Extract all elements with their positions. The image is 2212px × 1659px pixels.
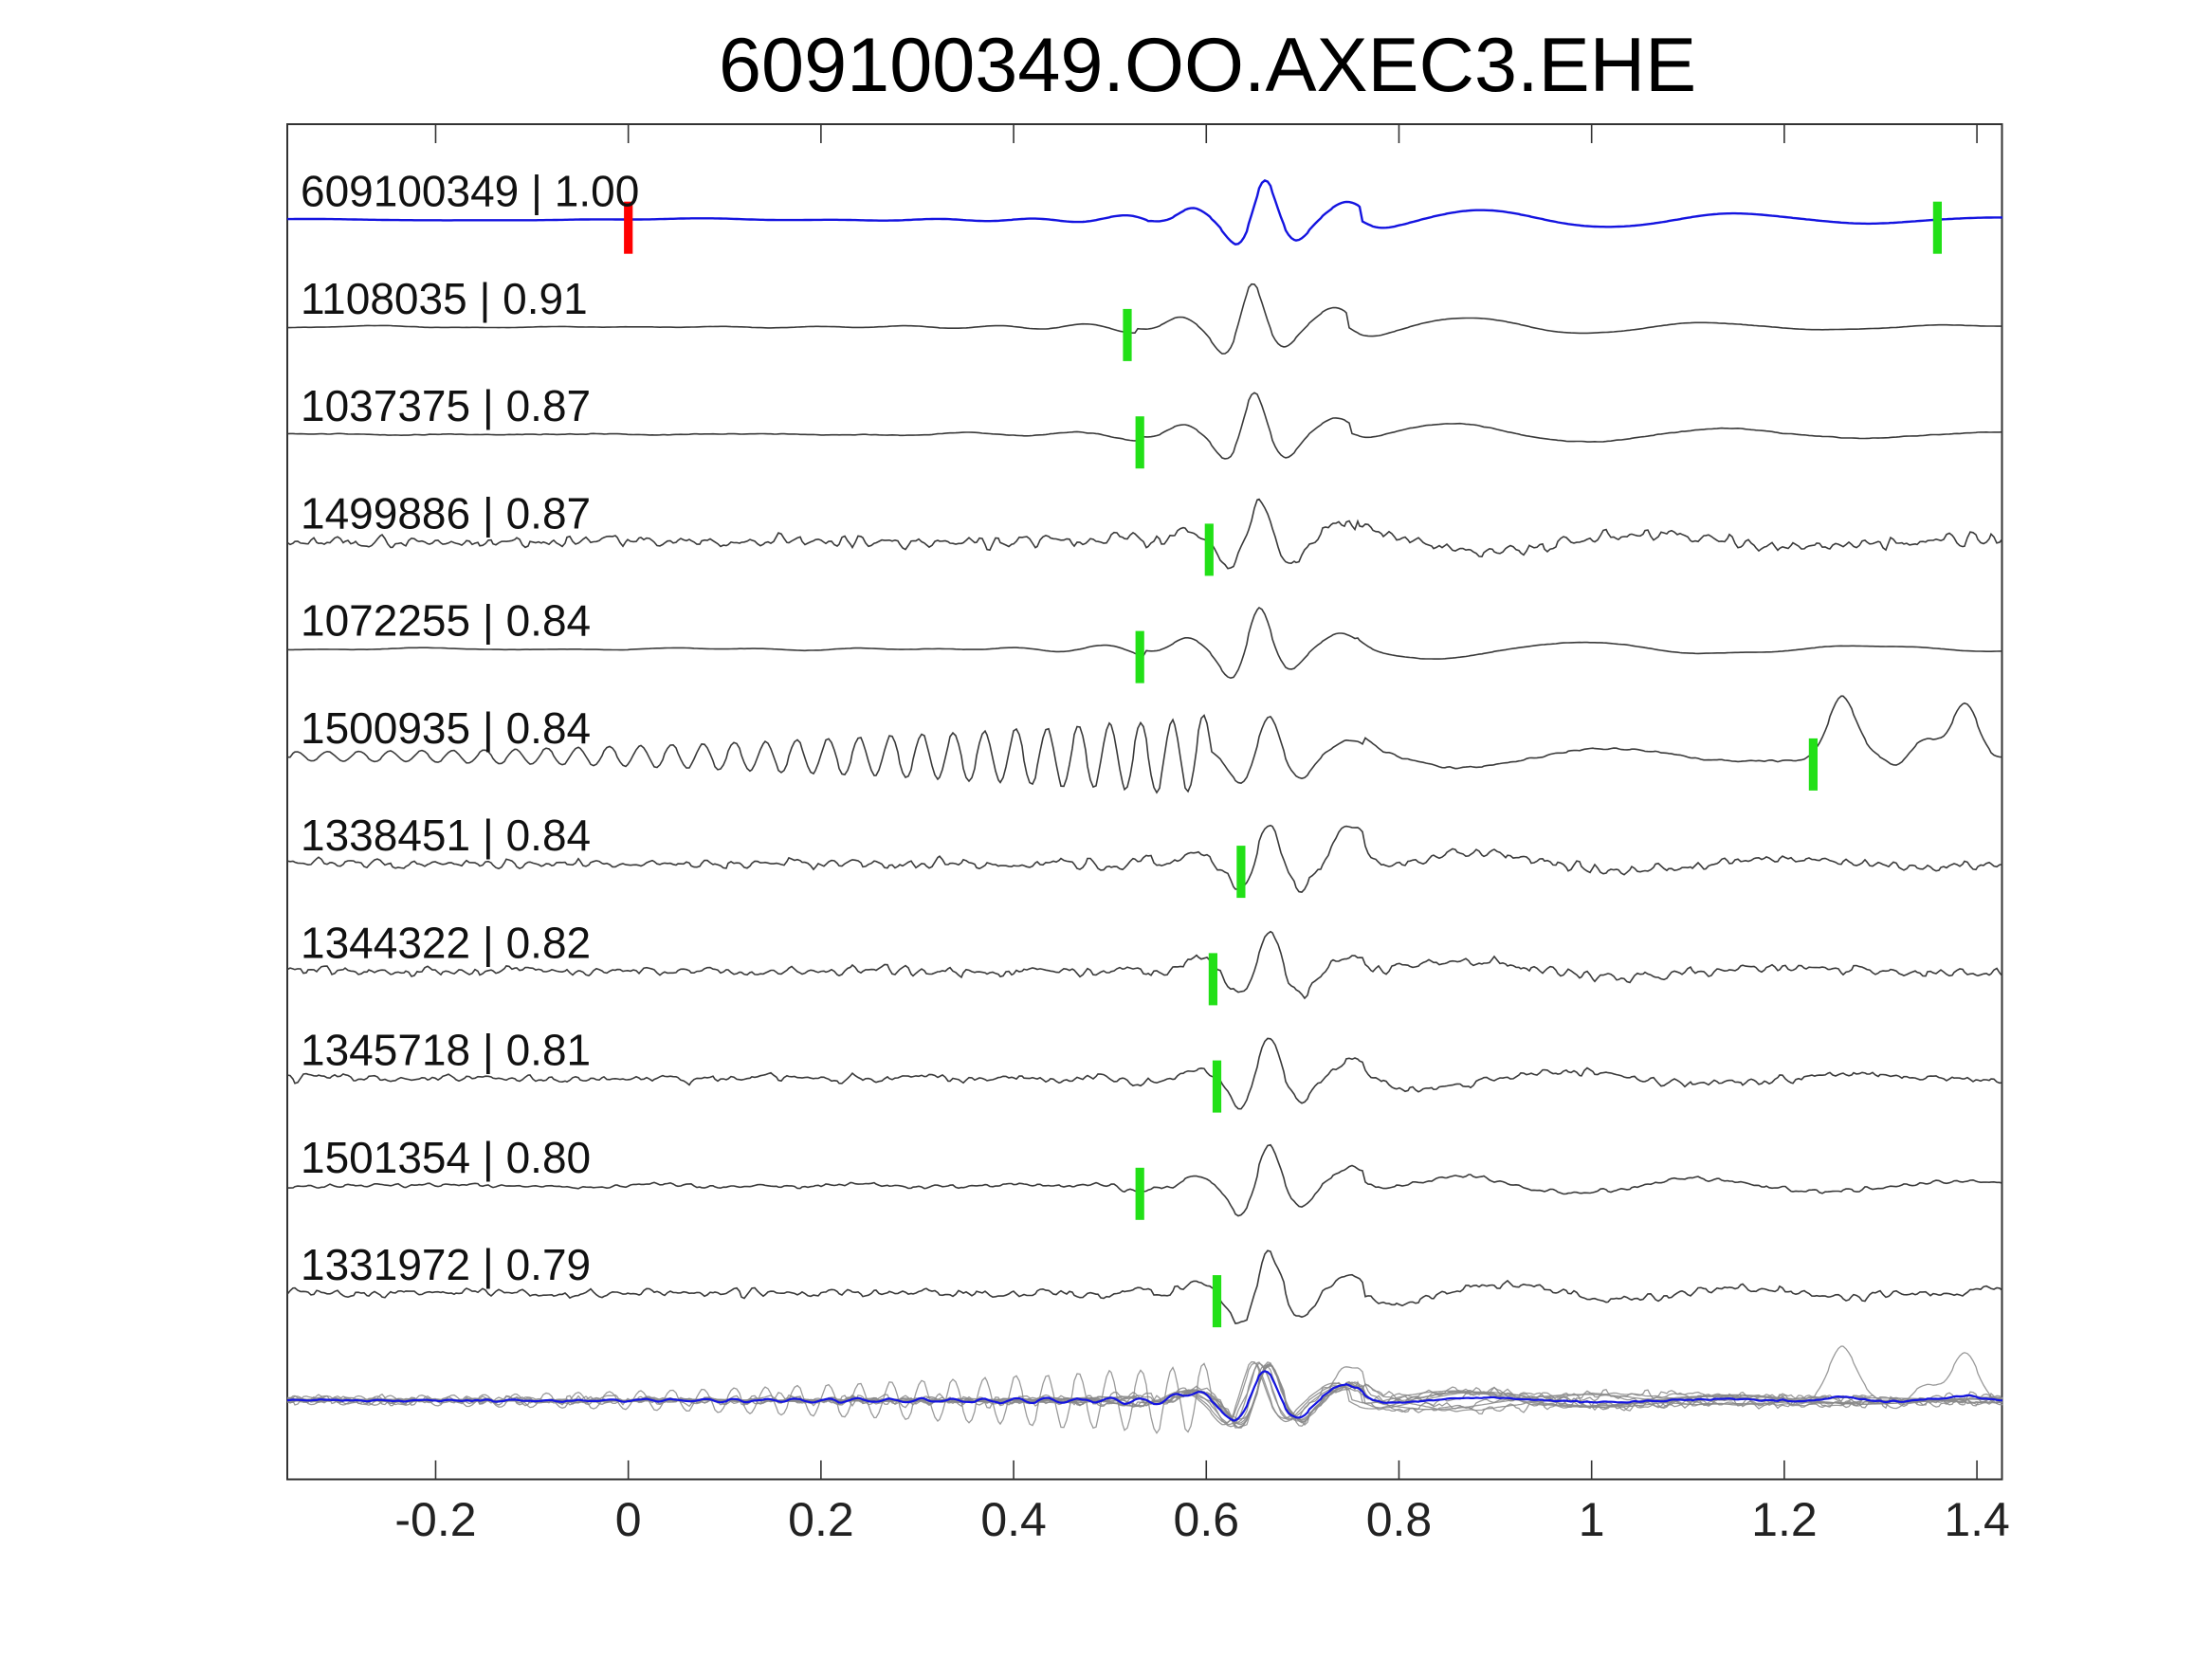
svg-text:609100349 | 1.00: 609100349 | 1.00 <box>301 167 639 216</box>
svg-text:1344322 | 0.82: 1344322 | 0.82 <box>301 918 591 967</box>
svg-text:609100349.OO.AXEC3.EHE: 609100349.OO.AXEC3.EHE <box>719 23 1696 108</box>
svg-text:1345718 | 0.81: 1345718 | 0.81 <box>301 1026 591 1075</box>
svg-text:-0.2: -0.2 <box>394 1493 476 1546</box>
svg-text:1499886 | 0.87: 1499886 | 0.87 <box>301 488 591 538</box>
svg-text:0.6: 0.6 <box>1174 1493 1240 1546</box>
svg-text:1072255 | 0.84: 1072255 | 0.84 <box>301 596 591 646</box>
svg-text:0.4: 0.4 <box>980 1493 1047 1546</box>
svg-text:1500935 | 0.84: 1500935 | 0.84 <box>301 703 591 753</box>
svg-text:1501354 | 0.80: 1501354 | 0.80 <box>301 1133 591 1182</box>
svg-text:0: 0 <box>615 1493 642 1546</box>
svg-text:1.2: 1.2 <box>1751 1493 1818 1546</box>
svg-text:1331972 | 0.79: 1331972 | 0.79 <box>301 1240 591 1289</box>
svg-text:1.4: 1.4 <box>1944 1493 2010 1546</box>
svg-text:1: 1 <box>1579 1493 1605 1546</box>
svg-text:0.2: 0.2 <box>788 1493 854 1546</box>
svg-text:1108035 | 0.91: 1108035 | 0.91 <box>301 274 588 323</box>
svg-text:1338451 | 0.84: 1338451 | 0.84 <box>301 811 591 860</box>
svg-text:0.8: 0.8 <box>1366 1493 1433 1546</box>
svg-text:1037375 | 0.87: 1037375 | 0.87 <box>301 381 591 430</box>
